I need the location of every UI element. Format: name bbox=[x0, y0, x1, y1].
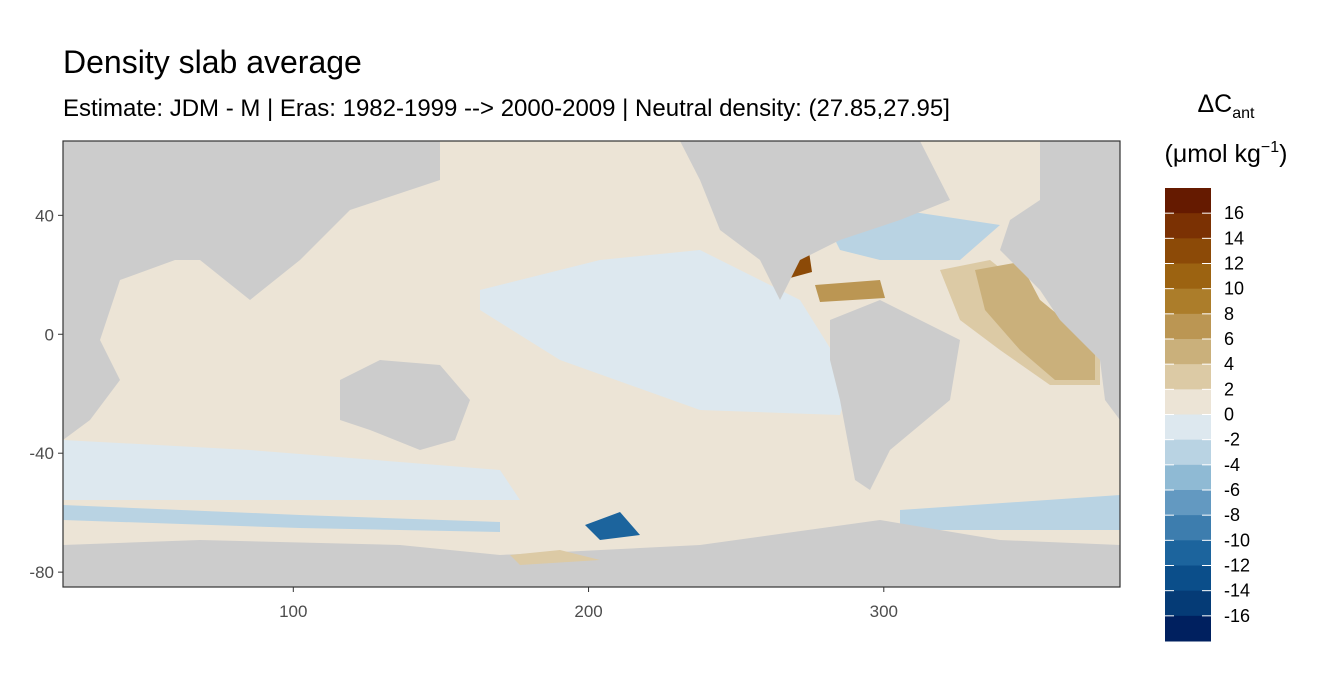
legend-swatch bbox=[1165, 615, 1211, 642]
chart-subtitle: Estimate: JDM - M | Eras: 1982-1999 --> … bbox=[63, 95, 950, 122]
region bbox=[510, 550, 600, 565]
legend-label: 2 bbox=[1224, 379, 1234, 399]
y-tick-label: 40 bbox=[35, 206, 54, 225]
legend-label: 14 bbox=[1224, 228, 1244, 248]
region bbox=[900, 495, 1120, 530]
y-tick-label: -80 bbox=[29, 563, 54, 582]
y-tick-label: 0 bbox=[45, 325, 54, 344]
legend-unit-main: (μmol kg bbox=[1165, 140, 1261, 168]
legend-swatch bbox=[1165, 364, 1211, 390]
region bbox=[975, 262, 1095, 380]
legend-label: -2 bbox=[1224, 430, 1240, 450]
legend-swatch bbox=[1165, 389, 1211, 415]
legend-label: 16 bbox=[1224, 203, 1244, 223]
legend-label: 0 bbox=[1224, 405, 1234, 425]
region bbox=[480, 250, 850, 415]
legend-label: -16 bbox=[1224, 606, 1250, 626]
chart-content: 100 200 300400-40-801614121086420-2-4-6-8-… bbox=[29, 188, 1250, 642]
land bbox=[63, 141, 1120, 587]
legend-swatch bbox=[1165, 263, 1211, 290]
region bbox=[815, 280, 885, 302]
legend-swatch bbox=[1165, 339, 1211, 365]
legend-swatch bbox=[1165, 565, 1211, 592]
legend-label: -12 bbox=[1224, 556, 1250, 576]
legend-swatch bbox=[1165, 590, 1211, 617]
chart-title: Density slab average bbox=[63, 44, 362, 80]
legend-label: 4 bbox=[1224, 354, 1234, 374]
legend-label: -4 bbox=[1224, 455, 1240, 475]
legend-swatch bbox=[1165, 213, 1211, 239]
legend-title-main: ΔC bbox=[1197, 90, 1232, 118]
legend-label: 10 bbox=[1224, 279, 1244, 299]
legend-title-sub: ant bbox=[1232, 105, 1255, 122]
legend-unit: (μmol kg−1) bbox=[1165, 139, 1288, 168]
legend-label: 12 bbox=[1224, 254, 1244, 274]
x-tick-label: 100 bbox=[279, 602, 307, 621]
legend-label: -14 bbox=[1224, 581, 1250, 601]
legend-swatch bbox=[1165, 439, 1211, 466]
x-tick-label: 300 bbox=[870, 602, 898, 621]
legend-swatch bbox=[1165, 540, 1211, 566]
legend-swatch bbox=[1165, 288, 1211, 315]
legend-unit-sup: −1 bbox=[1261, 139, 1279, 156]
legend-label: 8 bbox=[1224, 304, 1234, 324]
legend-swatch bbox=[1165, 490, 1211, 516]
legend-swatch bbox=[1165, 464, 1211, 491]
region bbox=[63, 505, 500, 532]
x-tick-label: 200 bbox=[574, 602, 602, 621]
region bbox=[585, 512, 640, 540]
legend-label: 6 bbox=[1224, 329, 1234, 349]
legend-swatch bbox=[1165, 313, 1211, 340]
legend-swatch bbox=[1165, 515, 1211, 541]
map bbox=[63, 141, 1120, 587]
panel-border bbox=[62, 140, 1121, 588]
region bbox=[63, 440, 520, 500]
legend-label: -10 bbox=[1224, 530, 1250, 550]
legend-swatch bbox=[1165, 188, 1211, 214]
legend-label: -6 bbox=[1224, 480, 1240, 500]
legend-label: -8 bbox=[1224, 505, 1240, 525]
legend-swatch bbox=[1165, 414, 1211, 441]
legend-swatch bbox=[1165, 238, 1211, 264]
y-tick-label: -40 bbox=[29, 444, 54, 463]
legend-unit-end: ) bbox=[1279, 140, 1287, 168]
legend-title: ΔCant bbox=[1197, 90, 1255, 122]
